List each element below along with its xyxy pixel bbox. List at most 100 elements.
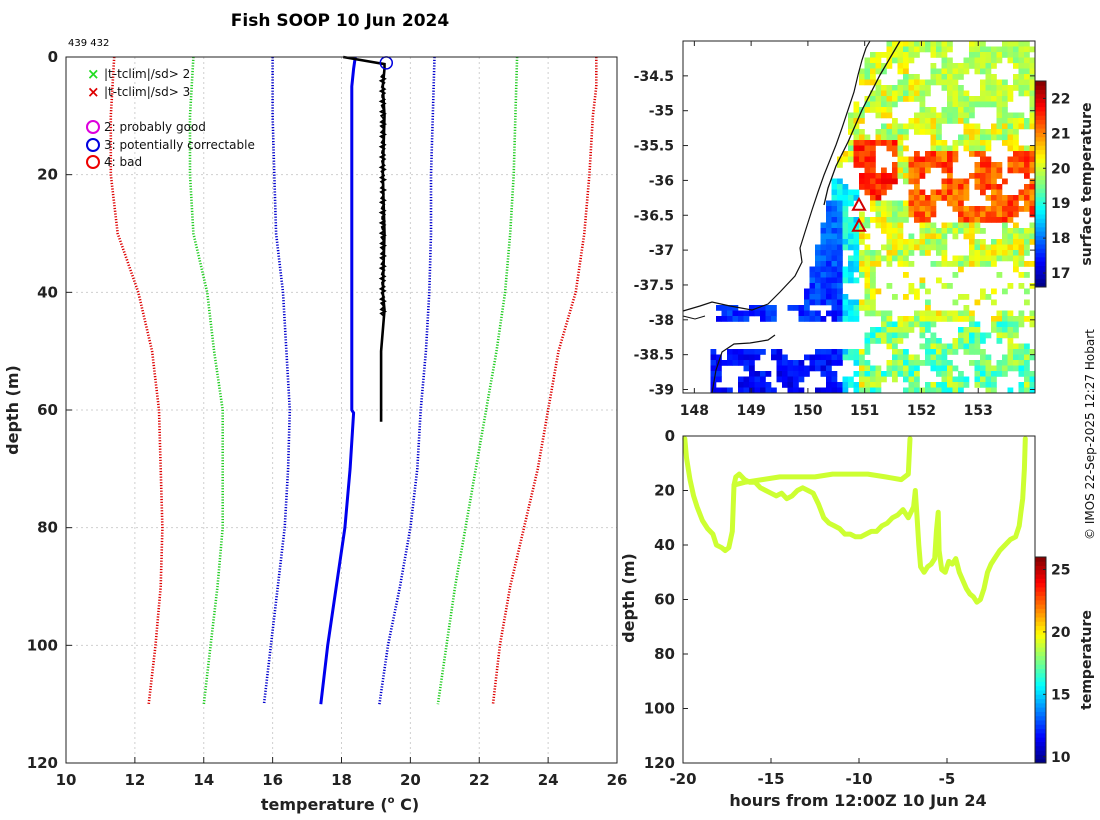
map-y-tick-label: -39 — [649, 383, 674, 399]
map-cell — [897, 96, 904, 102]
map-cell — [996, 96, 1003, 102]
map-cell — [831, 288, 838, 295]
map-colorbar-segment — [1035, 158, 1046, 163]
track-colorbar-segment — [1035, 557, 1046, 562]
map-cell — [914, 217, 920, 223]
series-clim-3sd — [491, 57, 598, 705]
map-cell — [848, 200, 854, 207]
map-cell — [809, 310, 816, 317]
map-cell — [892, 200, 898, 207]
map-cell — [886, 140, 893, 146]
map-cell — [914, 167, 920, 174]
map-cell — [727, 360, 733, 366]
map-cell — [1024, 228, 1030, 234]
map-cell — [1029, 107, 1036, 113]
map-cell — [952, 365, 959, 372]
map-cell — [864, 376, 871, 383]
map-cell — [749, 387, 755, 394]
map-cell — [941, 343, 948, 350]
y-tick-label: 100 — [27, 636, 58, 654]
map-cell — [837, 228, 843, 234]
map-colorbar-segment — [1035, 115, 1046, 121]
map-cell — [826, 266, 832, 273]
map-colorbar-segment — [1035, 93, 1046, 99]
map-cell — [925, 250, 931, 256]
map-cell — [859, 382, 865, 388]
map-cell — [864, 217, 871, 223]
map-cell — [875, 101, 882, 108]
map-cell — [974, 239, 981, 245]
map-cell — [842, 239, 849, 245]
map-cell — [754, 310, 761, 317]
map-cell — [936, 343, 942, 350]
map-cell — [831, 266, 838, 273]
map-cell — [1018, 85, 1025, 91]
series-clim-2sd — [436, 56, 519, 705]
map-cell — [826, 382, 832, 388]
map-cell — [903, 211, 909, 218]
map-cell — [886, 233, 893, 240]
map-cell — [936, 277, 942, 284]
map-cell — [980, 178, 986, 185]
map-cell — [963, 118, 970, 124]
map-cell — [941, 162, 948, 168]
map-cell — [864, 272, 871, 278]
map-cell — [853, 134, 860, 141]
map-cell — [870, 184, 876, 190]
map-cell — [837, 305, 843, 311]
map-cell — [952, 299, 959, 306]
map-cell — [870, 310, 876, 317]
map-cell — [1024, 41, 1030, 47]
map-cell — [853, 195, 860, 201]
map-cell — [881, 90, 887, 97]
map-cell — [881, 376, 887, 383]
map-cell — [886, 217, 893, 223]
map-cell — [991, 178, 997, 185]
map-cell — [1002, 200, 1008, 207]
map-cell — [908, 189, 915, 196]
map-cell — [1018, 123, 1025, 130]
map-cell — [908, 79, 915, 86]
map-cell — [952, 63, 959, 69]
map-cell — [974, 376, 981, 383]
map-cell — [903, 79, 909, 86]
track-colorbar-segment — [1035, 582, 1046, 588]
map-cell — [1018, 261, 1025, 267]
map-cell — [886, 123, 893, 130]
map-cell — [837, 283, 843, 289]
map-cell — [996, 46, 1003, 53]
map-cell — [831, 272, 838, 278]
track-colorbar-segment — [1035, 750, 1046, 755]
map-cell — [798, 387, 805, 394]
map-cell — [947, 162, 953, 168]
track-colorbar-segment — [1035, 720, 1046, 725]
map-cell — [721, 360, 728, 366]
map-cell — [930, 316, 937, 322]
map-cell — [903, 376, 909, 383]
map-cell — [881, 189, 887, 196]
map-cell — [837, 217, 843, 223]
map-cell — [760, 316, 766, 322]
map-cell — [859, 156, 865, 163]
map-cell — [754, 387, 761, 394]
map-cell — [991, 321, 997, 328]
map-cell — [875, 332, 882, 339]
map-cell — [1018, 41, 1025, 47]
map-cell — [892, 151, 898, 157]
map-cell — [947, 310, 953, 317]
map-cell — [958, 96, 964, 102]
y-tick-label: 40 — [37, 283, 58, 301]
map-cell — [991, 96, 997, 102]
map-cell — [826, 283, 832, 289]
map-cell — [1024, 79, 1030, 86]
map-cell — [1024, 189, 1030, 196]
profile-location-marker — [851, 217, 867, 232]
map-colorbar-segment — [1035, 149, 1046, 155]
map-cell — [947, 343, 953, 350]
map-cell — [837, 184, 843, 190]
map-cell — [1013, 244, 1019, 251]
map-cell — [985, 101, 992, 108]
track-colorbar-segment — [1035, 561, 1046, 566]
map-cell — [941, 74, 948, 80]
map-cell — [870, 178, 876, 185]
